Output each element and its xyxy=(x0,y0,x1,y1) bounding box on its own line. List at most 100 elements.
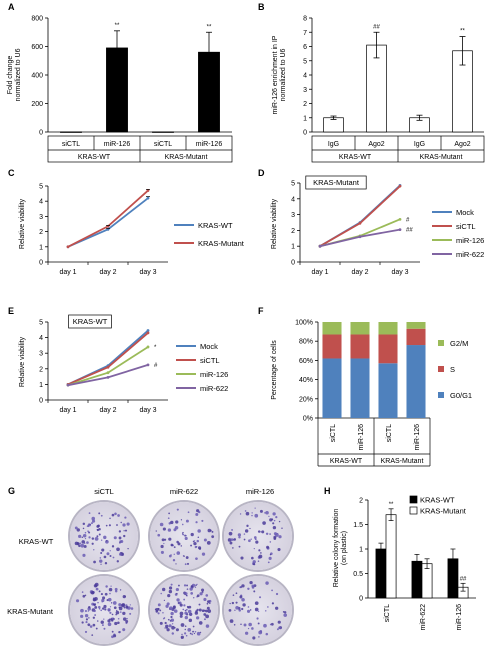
colony-dot xyxy=(256,617,259,620)
colony-dot xyxy=(155,610,159,613)
colony-dot xyxy=(183,598,186,601)
colony-dot xyxy=(269,553,272,556)
colony-dot xyxy=(192,625,195,628)
colony-dot xyxy=(249,609,252,611)
panel-E-y-tick-label: 1 xyxy=(39,382,43,389)
colony-dot xyxy=(184,536,188,541)
colony-dot xyxy=(159,621,163,625)
colony-dot xyxy=(168,537,172,541)
colony-dot xyxy=(235,605,239,610)
panel-C-point xyxy=(66,245,70,249)
panel-D-point xyxy=(358,221,362,225)
colony-dots xyxy=(154,583,212,639)
colony-dot xyxy=(257,530,261,533)
colony-dot xyxy=(278,626,281,630)
panel-F-category-label: miR-126 xyxy=(414,424,421,451)
colony-plate-image xyxy=(150,502,218,570)
panel-F-bar-segment xyxy=(322,358,342,418)
colony-dot xyxy=(244,529,249,533)
colony-dot xyxy=(100,620,104,624)
panel-C-y-tick-label: 3 xyxy=(39,214,43,221)
colony-dot xyxy=(82,553,86,557)
panel-B-y-tick-label: 6 xyxy=(303,44,307,51)
colony-dot xyxy=(191,633,194,636)
colony-dot xyxy=(186,605,189,608)
colony-dot xyxy=(254,601,259,606)
colony-dot xyxy=(119,589,122,591)
colony-dot xyxy=(265,510,269,515)
colony-dot xyxy=(180,545,183,547)
panel-B-y-tick-label: 4 xyxy=(303,73,307,80)
colony-dot xyxy=(259,596,262,599)
panel-C-x-tick-label: day 3 xyxy=(139,269,156,276)
panel-E-point xyxy=(106,375,110,379)
colony-dot xyxy=(201,590,204,593)
colony-dot xyxy=(231,528,233,531)
colony-dot xyxy=(196,631,201,636)
colony-dot xyxy=(272,522,275,525)
colony-dot xyxy=(93,560,96,564)
colony-dot xyxy=(109,606,112,608)
panel-H-significance: ## xyxy=(460,576,467,582)
colony-dot xyxy=(283,613,288,617)
colony-dot xyxy=(270,622,274,626)
colony-dot xyxy=(175,520,179,524)
colony-dot xyxy=(252,560,256,564)
panel-B-group-label: KRAS-Mutant xyxy=(420,154,463,161)
colony-dot xyxy=(109,611,112,614)
colony-dot xyxy=(77,543,80,546)
colony-dot xyxy=(227,538,232,542)
panel-D-y-label: Relative viability xyxy=(271,198,278,249)
colony-dot xyxy=(123,534,126,538)
colony-dot xyxy=(168,554,172,558)
colony-dot xyxy=(176,598,180,602)
panel-A-y-label: Fold change xyxy=(7,56,14,95)
panel-F-bar-segment xyxy=(350,322,370,335)
colony-dot xyxy=(175,563,177,565)
colony-dot xyxy=(229,602,231,605)
colony-dot xyxy=(190,532,194,537)
colony-dot xyxy=(238,545,241,548)
colony-dot xyxy=(87,623,91,627)
colony-dot xyxy=(276,533,279,535)
colony-dot xyxy=(275,606,279,610)
colony-dot xyxy=(244,631,249,635)
colony-dot xyxy=(170,611,174,616)
colony-dot xyxy=(272,525,277,530)
colony-dot xyxy=(80,614,84,618)
panel-H-y-tick-label: 1 xyxy=(359,547,363,554)
colony-dot xyxy=(209,602,211,604)
colony-dot xyxy=(176,508,179,511)
colony-dot xyxy=(184,625,187,627)
panel-H-significance: ** xyxy=(389,502,394,508)
colony-dot xyxy=(201,609,205,613)
colony-dot xyxy=(75,599,80,603)
colony-dot xyxy=(91,519,96,523)
colony-dot xyxy=(196,594,200,598)
colony-dot xyxy=(195,610,198,613)
colony-dot xyxy=(85,618,89,621)
colony-dot xyxy=(240,623,242,626)
colony-dot xyxy=(86,541,89,544)
colony-dots xyxy=(75,582,134,639)
panel-letter-H: H xyxy=(324,486,331,496)
colony-dot xyxy=(185,535,187,537)
colony-dot xyxy=(192,630,194,633)
colony-dot xyxy=(155,530,157,532)
colony-dot xyxy=(193,540,196,542)
colony-dot xyxy=(184,615,188,620)
colony-dot xyxy=(164,621,167,625)
colony-dot xyxy=(196,616,200,620)
colony-dot xyxy=(174,526,179,530)
colony-dot xyxy=(188,605,192,609)
panel-E-title-box xyxy=(68,314,112,329)
panel-F-y-tick-label: 20% xyxy=(299,396,313,403)
colony-dot xyxy=(104,592,108,596)
panel-D-y-tick-label: 1 xyxy=(291,244,295,251)
colony-dot xyxy=(84,531,87,534)
colony-dot xyxy=(195,512,199,516)
panel-D-title: KRAS-Mutant xyxy=(313,178,360,187)
colony-dot xyxy=(184,563,187,566)
colony-dot xyxy=(82,533,87,538)
